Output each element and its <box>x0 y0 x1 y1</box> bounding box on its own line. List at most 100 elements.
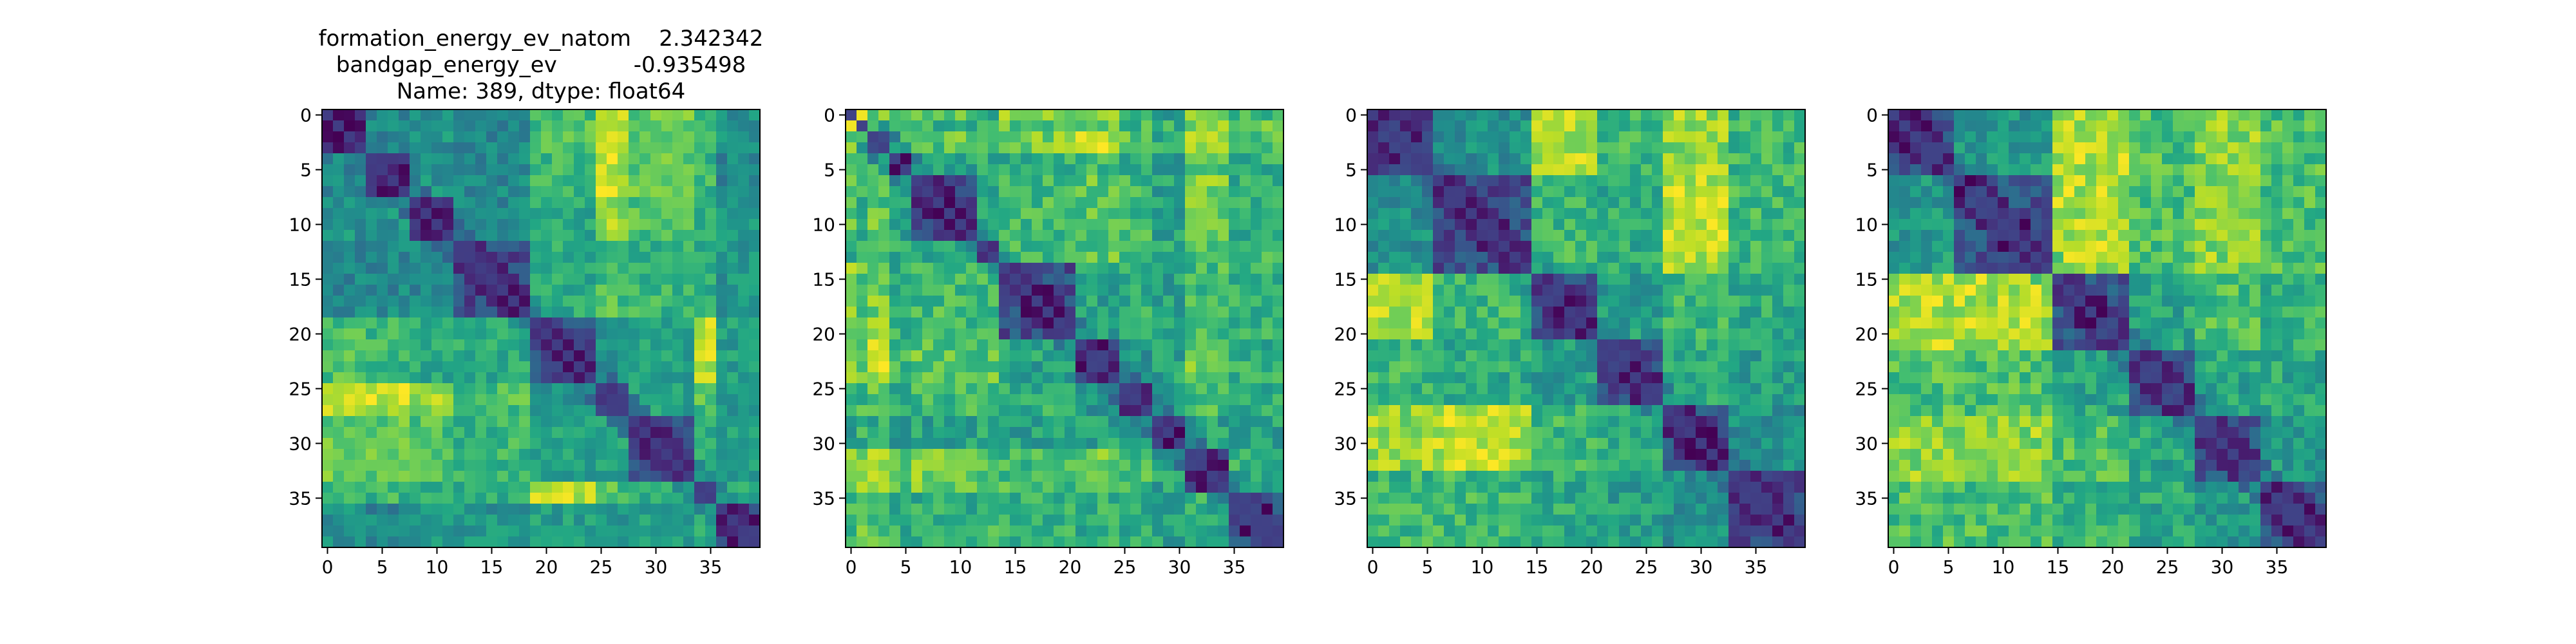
heatmap-cell <box>867 536 879 548</box>
heatmap-cell <box>933 120 945 132</box>
heatmap-cell <box>563 416 574 428</box>
heatmap-cell <box>1141 350 1153 362</box>
heatmap-cell <box>738 307 750 318</box>
heatmap-cell <box>1575 153 1587 165</box>
heatmap-cell <box>1119 328 1131 340</box>
heatmap-cell <box>650 515 662 526</box>
heatmap-cell <box>1707 197 1718 209</box>
heatmap-cell <box>1696 131 1707 143</box>
heatmap-cell <box>672 164 684 176</box>
heatmap-cell <box>1389 230 1401 242</box>
heatmap-cell <box>716 361 728 373</box>
heatmap-cell <box>1229 372 1240 384</box>
heatmap-cell <box>1010 460 1021 471</box>
heatmap-cell <box>377 252 388 263</box>
heatmap-cell <box>475 317 487 329</box>
heatmap-cell <box>900 383 912 395</box>
heatmap-cell <box>727 383 739 395</box>
heatmap-cell <box>1641 186 1653 198</box>
heatmap-cell <box>988 504 999 515</box>
heatmap-cell <box>1761 186 1773 198</box>
heatmap-cell <box>1750 339 1762 351</box>
heatmap-cell <box>900 372 912 384</box>
heatmap-cell <box>1761 274 1773 285</box>
heatmap-cell <box>607 515 618 526</box>
heatmap-cell <box>878 153 890 165</box>
heatmap-cell <box>1273 186 1284 198</box>
heatmap-cell <box>738 208 750 220</box>
heatmap-cell <box>530 493 542 504</box>
heatmap-cell <box>1097 493 1109 504</box>
heatmap-cell <box>596 372 607 384</box>
heatmap-cell <box>596 317 607 329</box>
heatmap-cell <box>2293 109 2305 121</box>
heatmap-cell <box>475 526 487 537</box>
heatmap-cell <box>1229 164 1240 176</box>
y-tick-label: 35 <box>1334 488 1357 509</box>
heatmap-cell <box>955 504 967 515</box>
heatmap-cell <box>399 536 410 548</box>
heatmap-cell <box>1575 449 1587 460</box>
heatmap-cell <box>1141 460 1153 471</box>
heatmap-cell <box>716 328 728 340</box>
heatmap-cell <box>629 328 640 340</box>
heatmap-cell <box>1411 383 1423 395</box>
heatmap-cell <box>1718 471 1729 482</box>
heatmap-cell <box>618 515 629 526</box>
heatmap-cell <box>1108 197 1120 209</box>
heatmap-cell <box>999 153 1010 165</box>
heatmap-cell <box>1586 394 1598 406</box>
heatmap-cell <box>1510 219 1521 231</box>
heatmap-cell <box>933 405 945 417</box>
heatmap-cell <box>399 372 410 384</box>
heatmap-cell <box>1739 274 1751 285</box>
heatmap-cell <box>900 427 912 439</box>
heatmap-cell <box>1378 361 1390 373</box>
heatmap-cell <box>366 460 377 471</box>
heatmap-cell <box>1075 515 1087 526</box>
heatmap-cell <box>966 526 978 537</box>
heatmap-cell <box>1564 197 1576 209</box>
heatmap-cells <box>1888 109 2327 548</box>
heatmap-cell <box>1597 416 1609 428</box>
heatmap-cell <box>1400 471 1412 482</box>
heatmap-cell <box>1086 153 1098 165</box>
heatmap-cell <box>1531 339 1543 351</box>
heatmap-cell <box>650 142 662 154</box>
heatmap-cell <box>2195 109 2206 121</box>
heatmap-cell <box>552 241 564 252</box>
heatmap-cell <box>1466 109 1477 121</box>
heatmap-cell <box>486 482 498 493</box>
heatmap-cell <box>464 263 476 274</box>
heatmap-cell <box>639 219 651 231</box>
heatmap-cell <box>508 131 520 143</box>
heatmap-cell <box>519 186 531 198</box>
heatmap-cell <box>1488 526 1499 537</box>
heatmap-cell <box>1696 109 1707 121</box>
heatmap-cell <box>1043 438 1054 450</box>
heatmap-cell <box>1273 328 1284 340</box>
heatmap-cell <box>1389 131 1401 143</box>
heatmap-cell <box>1685 219 1696 231</box>
heatmap-cell <box>530 263 542 274</box>
heatmap-cell <box>900 328 912 340</box>
heatmap-cell <box>944 328 956 340</box>
heatmap-cell <box>1152 120 1164 132</box>
heatmap-cell <box>1575 164 1587 176</box>
heatmap-cell <box>355 427 366 439</box>
heatmap-cell <box>977 416 989 428</box>
heatmap-cell <box>322 252 334 263</box>
heatmap-cell <box>1455 186 1466 198</box>
heatmap-cell <box>486 515 498 526</box>
heatmap-cell <box>1510 252 1521 263</box>
heatmap-cell <box>1466 536 1477 548</box>
heatmap-cell <box>1240 515 1251 526</box>
heatmap-cell <box>1097 449 1109 460</box>
heatmap-cell <box>1422 482 1434 493</box>
heatmap-cell <box>530 307 542 318</box>
heatmap-cell <box>867 493 879 504</box>
heatmap-cell <box>1422 296 1434 307</box>
heatmap-cell <box>1477 197 1488 209</box>
heatmap-cell <box>1718 405 1729 417</box>
heatmap-cell <box>1444 394 1455 406</box>
